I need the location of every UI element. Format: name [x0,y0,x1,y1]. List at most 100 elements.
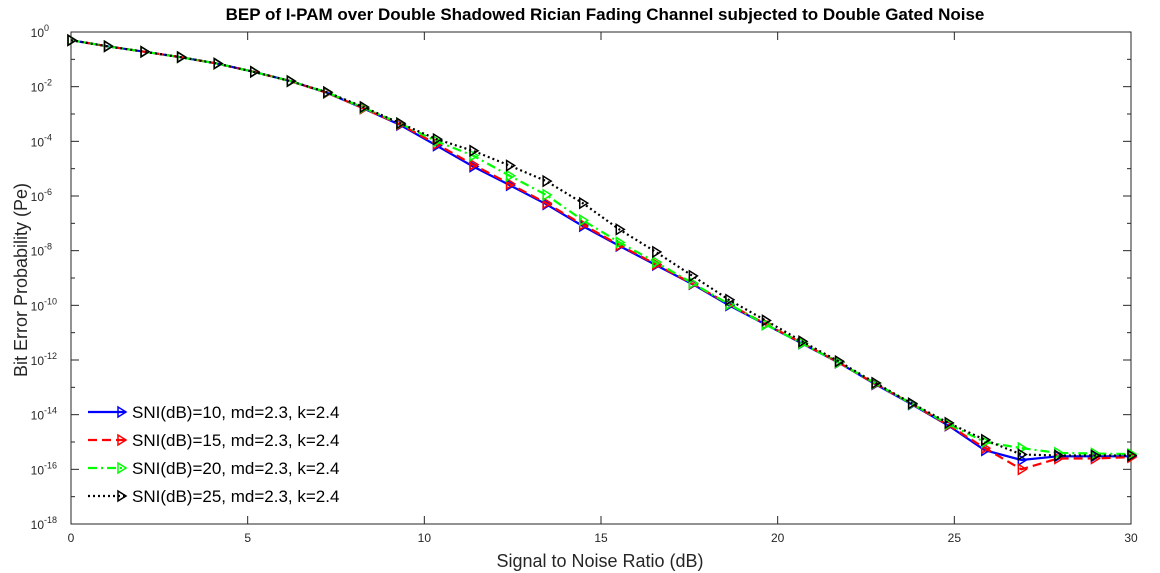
series-3-point [615,236,626,249]
y-tick-label: 10 -12 [31,351,57,368]
series-4-point [542,174,553,188]
x-axis-label: Signal to Noise Ratio (dB) [496,551,703,571]
series-4 [67,33,1138,462]
x-tick-label: 10 [418,531,432,545]
x-tick-label: 0 [68,531,75,545]
y-tick-label-base: 10 [31,245,45,259]
y-tick-label-exponent: -4 [44,132,52,142]
series-3-point [542,188,553,202]
series-3-point [1017,441,1028,455]
legend-item: SNI(dB)=25, md=2.3, k=2.4 [88,487,339,506]
y-tick-label: 10 -4 [31,132,52,149]
x-tick-label: 25 [948,531,962,545]
series-4-point [907,396,919,410]
y-tick-label-exponent: -8 [44,242,52,252]
legend-marker [117,461,128,475]
series-4-point [1127,449,1138,462]
y-tick-label: 10 -10 [31,296,57,313]
series-4-point [140,45,151,59]
y-tick-label-exponent: -14 [44,406,57,416]
series-4-point [725,293,736,307]
series-4-point [871,376,882,390]
y-tick-label: 10 -18 [31,515,57,532]
x-tick-label: 20 [771,531,785,545]
series-2-point [542,196,553,210]
series-4-point [213,57,224,70]
y-tick-label: 10 -8 [31,242,52,259]
y-tick-label-exponent: -12 [44,351,57,361]
legend-marker [117,405,128,419]
x-tick-label: 30 [1124,531,1138,545]
series-layer [67,33,1138,476]
series-4-point [1090,449,1101,462]
y-tick-label-base: 10 [31,26,45,40]
series-4-point [176,50,188,64]
y-tick-label-base: 10 [31,135,45,149]
series-2-point [981,441,992,455]
series-4-point [103,39,114,53]
series-4-point [1054,449,1065,462]
y-tick-label: 10 -14 [31,406,57,423]
series-4-point [944,416,955,430]
series-4-point [761,314,772,327]
y-tick-label-exponent: -6 [44,187,52,197]
y-tick-label-exponent: -10 [44,296,57,306]
y-tick-label-base: 10 [31,81,45,95]
y-tick-label-exponent: -18 [44,515,57,525]
legend-label: SNI(dB)=25, md=2.3, k=2.4 [132,487,339,506]
legend-item: SNI(dB)=15, md=2.3, k=2.4 [88,431,339,450]
series-4-point [469,144,480,158]
series-4-point [688,269,699,283]
series-4-point [652,245,663,259]
series-2-line [70,39,1132,471]
legend-label: SNI(dB)=15, md=2.3, k=2.4 [132,431,339,450]
legend-marker [117,489,128,503]
y-tick-label-base: 10 [31,299,45,313]
y-tick-label-exponent: -16 [44,460,57,470]
y-tick-label-exponent: -2 [44,78,52,88]
series-4-point [323,85,334,99]
legend-item: SNI(dB)=20, md=2.3, k=2.4 [88,459,339,478]
y-tick-label-base: 10 [31,190,45,204]
legend-item: SNI(dB)=10, md=2.3, k=2.4 [88,403,339,422]
series-2-point [1017,462,1028,476]
y-tick-label-base: 10 [31,518,45,532]
y-tick-label-exponent: 0 [44,23,49,33]
series-4-point [981,433,992,447]
x-tick-label: 15 [594,531,608,545]
y-tick-label-base: 10 [31,409,45,423]
y-tick-label: 10 -6 [31,187,52,204]
x-tick-label: 5 [244,531,251,545]
series-4-point [1017,448,1028,461]
series-4-point [396,116,407,130]
series-4-point [432,132,443,146]
legend: SNI(dB)=10, md=2.3, k=2.4 SNI(dB)=15, md=… [88,403,339,506]
plot-area [70,31,1132,525]
legend-label: SNI(dB)=20, md=2.3, k=2.4 [132,459,339,478]
series-4-point [505,159,517,172]
chart-title: BEP of I-PAM over Double Shadowed Rician… [226,5,985,24]
y-tick-label-base: 10 [31,463,45,477]
series-3-point [652,255,663,269]
y-axis-label: Bit Error Probability (Pe) [11,183,31,377]
series-2-point [469,158,480,172]
legend-marker [117,433,128,447]
series-4-point [798,335,809,348]
y-tick-label: 10 0 [31,23,49,40]
legend-label: SNI(dB)=10, md=2.3, k=2.4 [132,403,339,422]
series-3-point [688,276,699,290]
series-4-point [286,74,297,88]
series-2-point [505,177,517,191]
series-3-point [578,213,590,227]
y-tick-label-base: 10 [31,354,45,368]
series-3-line [70,39,1132,456]
series-4-point [578,196,590,210]
y-tick-label: 10 -2 [31,78,52,95]
y-tick-label: 10 -16 [31,460,57,477]
series-4-point [67,33,78,47]
series-4-point [249,65,261,79]
series-4-point [834,354,845,368]
series-4-point [615,223,626,236]
